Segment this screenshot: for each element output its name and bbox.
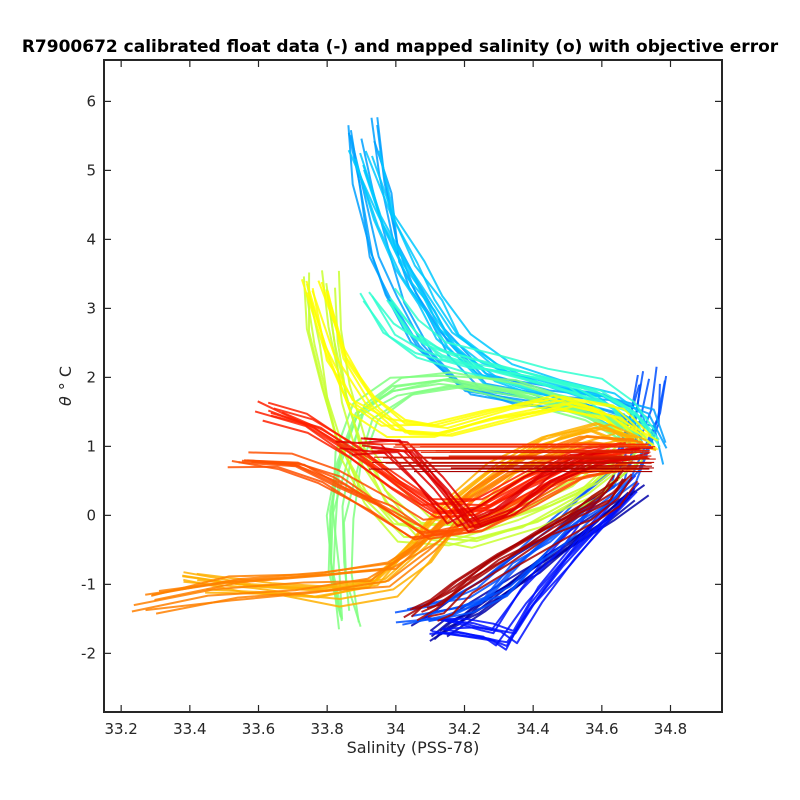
series-line xyxy=(305,280,638,434)
series-line xyxy=(421,478,624,613)
series-line xyxy=(416,478,627,622)
y-axis-label: θ ° C xyxy=(56,366,75,406)
series-line xyxy=(386,299,658,443)
series-line xyxy=(307,292,640,449)
x-tick-label: 34.8 xyxy=(654,720,687,738)
series-line xyxy=(347,149,632,420)
series-line xyxy=(437,474,637,632)
series-15 xyxy=(403,469,639,622)
y-tick-label: 1 xyxy=(86,437,96,455)
series-line xyxy=(427,476,633,618)
series-line xyxy=(426,473,633,609)
y-axis-unit: ° C xyxy=(56,366,75,390)
series-line xyxy=(311,288,637,445)
series-line xyxy=(317,280,649,439)
x-tick-label: 33.8 xyxy=(310,720,343,738)
series-line xyxy=(320,281,652,437)
x-tick-label: 34.2 xyxy=(448,720,481,738)
plot-frame xyxy=(103,59,723,713)
y-axis-symbol: θ xyxy=(56,396,75,406)
x-tick-label: 34.4 xyxy=(516,720,549,738)
x-tick-label: 34 xyxy=(386,720,405,738)
series-2 xyxy=(425,474,640,651)
y-tick-label: 5 xyxy=(86,161,96,179)
x-tick-label: 33.2 xyxy=(104,720,137,738)
y-tick-label: -2 xyxy=(81,644,96,662)
y-axis: -2 -1 0 1 2 3 4 5 6 xyxy=(81,92,722,662)
mapped-salinity-layer xyxy=(368,443,656,473)
series-line xyxy=(437,480,639,622)
x-axis-label: Salinity (PSS-78) xyxy=(347,738,480,757)
x-tick-label: 33.6 xyxy=(242,720,275,738)
y-tick-label: 0 xyxy=(86,506,96,524)
series-line xyxy=(305,292,616,547)
y-tick-label: 3 xyxy=(86,299,96,317)
y-tick-label: 4 xyxy=(86,230,96,248)
y-tick-label: 2 xyxy=(86,368,96,386)
chart-title: R7900672 calibrated float data (-) and m… xyxy=(22,37,779,57)
series-line xyxy=(154,441,640,601)
series-line xyxy=(347,132,633,453)
series-line xyxy=(394,287,655,431)
x-tick-label: 33.4 xyxy=(173,720,206,738)
series-line xyxy=(443,494,631,644)
y-tick-label: 6 xyxy=(86,92,96,110)
series-9 xyxy=(300,278,659,451)
y-tick-label: -1 xyxy=(81,575,96,593)
series-line xyxy=(252,459,639,540)
series-line xyxy=(330,374,634,610)
series-line xyxy=(409,474,615,611)
x-axis: 33.2 33.4 33.6 33.8 34 34.2 34.4 34.6 34.8 xyxy=(104,60,687,738)
x-tick-label: 34.6 xyxy=(585,720,618,738)
